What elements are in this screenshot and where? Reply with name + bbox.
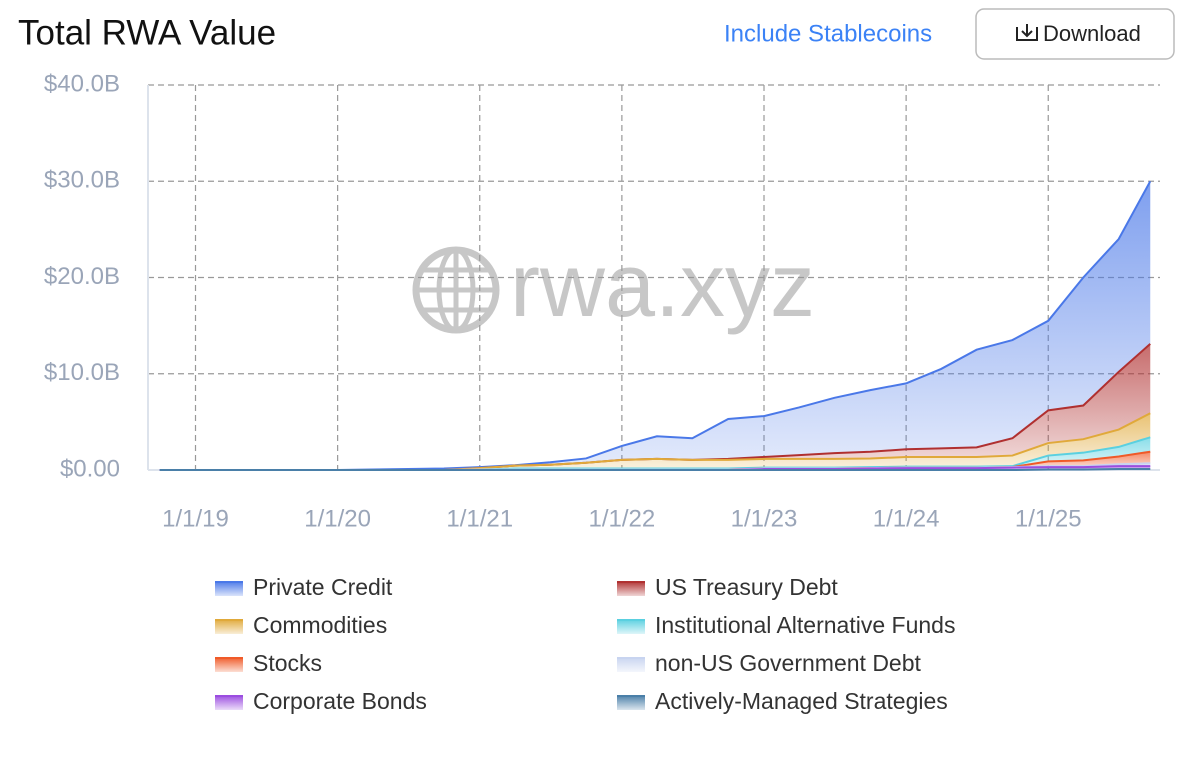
y-tick-label: $40.0B xyxy=(44,70,120,97)
legend-swatch xyxy=(617,696,645,710)
area-fill xyxy=(159,181,1151,470)
download-icon xyxy=(1016,24,1038,41)
x-tick-label: 1/1/21 xyxy=(446,505,513,532)
legend-swatch xyxy=(617,582,645,596)
download-button[interactable]: Download xyxy=(975,8,1175,60)
legend-label: Corporate Bonds xyxy=(253,688,427,714)
y-tick-label: $30.0B xyxy=(44,167,120,194)
x-tick-label: 1/1/19 xyxy=(162,505,229,532)
x-tick-label: 1/1/20 xyxy=(304,505,371,532)
legend-label: Institutional Alternative Funds xyxy=(655,612,955,638)
x-tick-label: 1/1/24 xyxy=(873,505,940,532)
stablecoin-toggle[interactable]: Include Stablecoins xyxy=(724,20,932,47)
legend-swatch xyxy=(617,658,645,672)
x-tick-label: 1/1/25 xyxy=(1015,505,1082,532)
watermark xyxy=(412,246,500,334)
y-tick-label: $10.0B xyxy=(44,359,120,386)
y-tick-label: $20.0B xyxy=(44,263,120,290)
watermark-text: rwa.xyz xyxy=(510,236,815,336)
legend-swatch xyxy=(215,582,243,596)
legend-swatch xyxy=(215,696,243,710)
y-tick-label: $0.00 xyxy=(60,455,120,482)
chart-title: Total RWA Value xyxy=(18,13,276,52)
legend-label: Actively-Managed Strategies xyxy=(655,688,948,714)
legend-swatch xyxy=(617,620,645,634)
series-line xyxy=(159,468,1151,471)
button-frame[interactable] xyxy=(975,8,1175,60)
watermark-globe xyxy=(412,246,500,334)
legend-label: Stocks xyxy=(253,650,322,676)
x-tick-label: 1/1/22 xyxy=(589,505,656,532)
download-label[interactable]: Download xyxy=(1043,21,1141,46)
legend-label: Commodities xyxy=(253,612,387,638)
legend-label: Private Credit xyxy=(253,574,393,600)
legend-swatch xyxy=(215,620,243,634)
legend-swatch xyxy=(215,658,243,672)
watermark-globe xyxy=(436,247,476,333)
legend-label: non-US Government Debt xyxy=(655,650,922,676)
watermark-globe xyxy=(416,250,496,330)
x-tick-label: 1/1/23 xyxy=(731,505,798,532)
legend-label: US Treasury Debt xyxy=(655,574,838,600)
